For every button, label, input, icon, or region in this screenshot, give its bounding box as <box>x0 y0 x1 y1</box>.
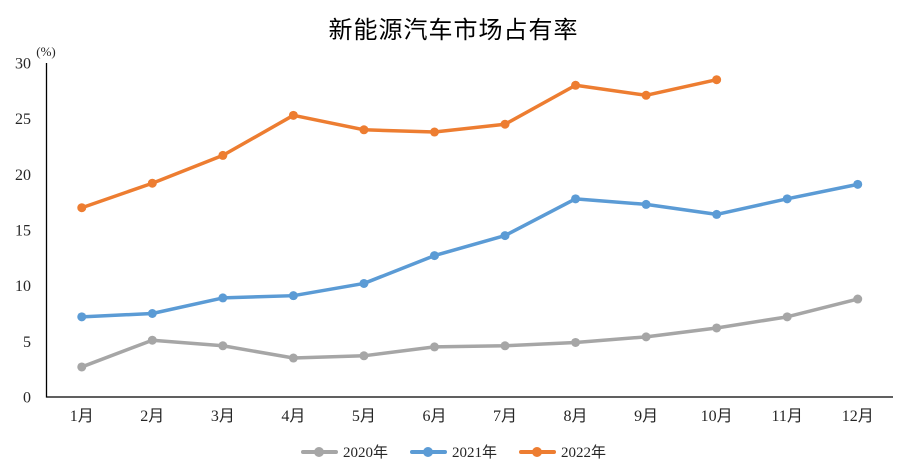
x-tick-label: 3月 <box>211 408 235 425</box>
data-point <box>571 337 581 347</box>
x-tick-label: 7月 <box>493 408 517 425</box>
data-point <box>641 332 651 342</box>
data-point <box>782 312 792 322</box>
axis-lines <box>45 63 893 398</box>
data-point <box>77 312 87 322</box>
data-point <box>147 309 157 318</box>
y-axis-unit-label: (%) <box>36 44 56 59</box>
data-point <box>641 199 651 209</box>
data-point <box>147 178 157 188</box>
data-point <box>853 179 863 189</box>
legend-label: 2020年 <box>342 445 388 461</box>
legend-label: 2022年 <box>561 445 607 461</box>
data-point <box>571 80 581 90</box>
chart-title: 新能源汽车市场占有率 <box>328 18 579 44</box>
series-line-2022年 <box>80 77 719 210</box>
series-line-2020年 <box>80 297 860 369</box>
data-point <box>359 278 369 288</box>
data-point <box>712 323 722 333</box>
data-point <box>500 231 510 241</box>
x-tick-label: 11月 <box>771 408 802 425</box>
y-tick-label: 15 <box>15 223 31 240</box>
data-point <box>782 194 792 204</box>
data-point <box>571 194 581 204</box>
data-point <box>288 291 298 301</box>
legend-item-2021年: 2021年 <box>409 441 497 462</box>
legend-marker-icon <box>409 446 447 457</box>
data-point <box>641 90 651 100</box>
x-tick-label: 10月 <box>701 408 733 425</box>
data-point <box>429 342 439 352</box>
y-tick-label: 25 <box>15 111 31 128</box>
x-tick-label: 4月 <box>281 408 305 425</box>
data-point <box>288 110 298 120</box>
x-tick-label: 9月 <box>634 408 658 425</box>
data-point <box>500 119 510 129</box>
x-tick-label: 5月 <box>352 408 376 425</box>
data-point <box>429 251 439 261</box>
data-point <box>500 341 510 351</box>
legend-marker-icon <box>300 446 338 457</box>
chart-legend: 2020年 2021年 2022年 <box>0 441 907 462</box>
data-point <box>359 125 369 135</box>
series-line-2021年 <box>80 182 860 319</box>
y-tick-label: 30 <box>15 56 31 73</box>
legend-label: 2021年 <box>451 445 497 461</box>
data-point <box>712 75 722 85</box>
x-tick-label: 6月 <box>422 408 446 425</box>
chart-plot: 0 5 10 15 20 25 30 (%) 1月 2月 3月 4月 5月 6月 7月 8月 9月 10月 11月 1… <box>15 44 893 425</box>
y-tick-label: 20 <box>15 167 31 184</box>
data-point <box>218 293 228 303</box>
data-point <box>77 362 87 372</box>
data-point <box>712 209 722 219</box>
data-point <box>853 294 863 304</box>
legend-marker-icon <box>519 446 556 457</box>
data-point <box>77 203 87 213</box>
y-tick-label: 5 <box>23 334 31 351</box>
legend-item-2020年: 2020年 <box>300 441 388 462</box>
y-tick-label: 10 <box>15 278 31 295</box>
data-point <box>147 335 157 345</box>
data-point <box>359 351 369 361</box>
x-tick-label: 1月 <box>70 408 94 425</box>
x-tick-label: 2月 <box>140 408 164 425</box>
x-tick-label: 12月 <box>842 408 874 425</box>
legend-item-2022年: 2022年 <box>519 441 606 462</box>
data-point <box>288 353 298 363</box>
data-point <box>218 341 228 351</box>
y-tick-label: 0 <box>23 390 31 407</box>
data-point <box>429 127 439 137</box>
data-point <box>218 150 228 160</box>
x-tick-label: 8月 <box>564 408 588 425</box>
